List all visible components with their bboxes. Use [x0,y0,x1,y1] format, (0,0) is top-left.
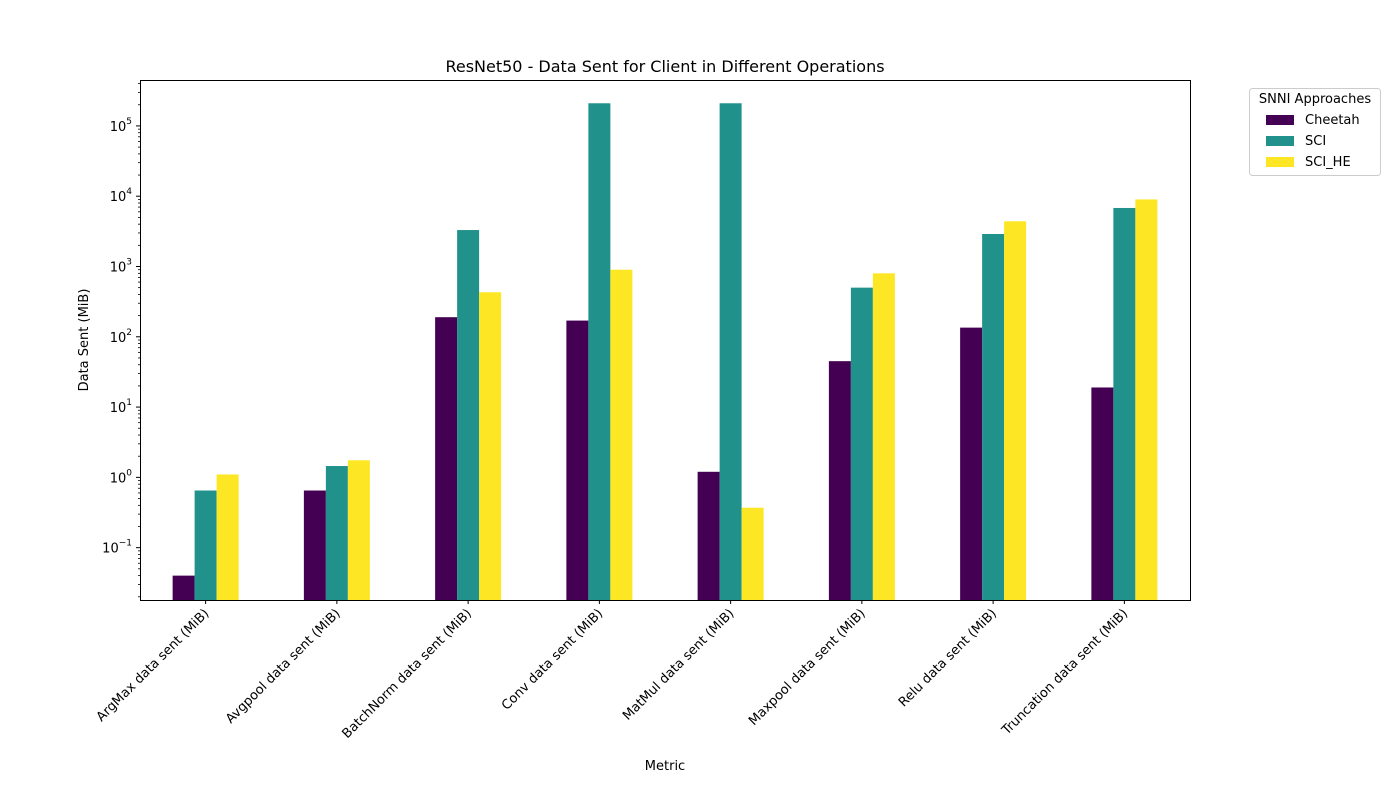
bar-sci-1 [325,466,348,600]
legend-label-sci-he: SCI_HE [1305,155,1351,170]
legend: SNNI Approaches Cheetah SCI SCI_HE [1249,88,1381,176]
x-tick-label: Avgpool data sent (MiB) [223,606,344,727]
bar-cheetah-5 [828,361,851,600]
bar-cheetah-3 [566,320,589,600]
x-tick-label: BatchNorm data sent (MiB) [340,606,475,741]
bar-sci-he-7 [1135,199,1158,600]
legend-label-sci: SCI [1305,134,1326,149]
bar-sci-6 [982,233,1005,600]
bar-sci-0 [194,490,217,600]
x-tick-label: Maxpool data sent (MiB) [746,606,869,729]
y-tick-label: 104 [110,187,133,205]
y-tick-label: 100 [110,468,133,486]
plot-frame [140,80,1191,601]
y-tick-label: 103 [110,257,132,275]
bar-sci-2 [457,230,480,601]
bar-sci-he-0 [216,474,239,600]
bars-group [172,103,1158,601]
bar-cheetah-6 [960,327,983,600]
bar-sci-4 [719,103,742,601]
y-tick-label: 101 [110,398,132,416]
x-tick-label: Relu data sent (MiB) [896,606,1000,710]
legend-label-cheetah: Cheetah [1305,113,1360,128]
bar-cheetah-0 [172,575,195,600]
bar-cheetah-1 [303,490,326,600]
bar-sci-he-5 [872,273,895,600]
x-tick-label: ArgMax data sent (MiB) [94,606,213,725]
bar-cheetah-4 [697,471,720,600]
x-tick-label: Truncation data sent (MiB) [999,606,1132,739]
bar-sci-7 [1113,207,1136,600]
bar-sci-he-6 [1004,221,1027,600]
y-axis-label: Data Sent (MiB) [77,289,92,392]
legend-swatch-sci-he [1266,157,1294,167]
bar-sci-he-1 [347,460,370,600]
legend-swatch-cheetah [1266,115,1294,125]
x-axis-label: Metric [645,759,685,774]
bar-sci-3 [588,103,611,601]
bar-sci-5 [850,287,873,600]
bar-sci-he-2 [479,292,502,600]
legend-title: SNNI Approaches [1259,92,1371,107]
bar-cheetah-2 [435,317,458,600]
legend-swatch-sci [1266,136,1294,146]
y-tick-label: 105 [110,117,132,135]
chart-title: ResNet50 - Data Sent for Client in Diffe… [445,57,884,76]
x-tick-label: Conv data sent (MiB) [499,606,606,713]
x-axis: ArgMax data sent (MiB) Avgpool data sent … [94,600,1131,742]
bar-sci-he-4 [741,507,764,600]
y-tick-label: 10−1 [102,539,132,557]
bar-sci-he-3 [610,269,633,600]
y-tick-label: 102 [110,328,132,346]
bar-cheetah-7 [1091,387,1114,600]
y-axis: 10−1 100 101 102 103 104 105 [102,83,140,598]
legend-items: Cheetah SCI SCI_HE [1266,113,1360,170]
x-tick-label: MatMul data sent (MiB) [620,606,737,723]
legend-frame [1249,88,1381,176]
